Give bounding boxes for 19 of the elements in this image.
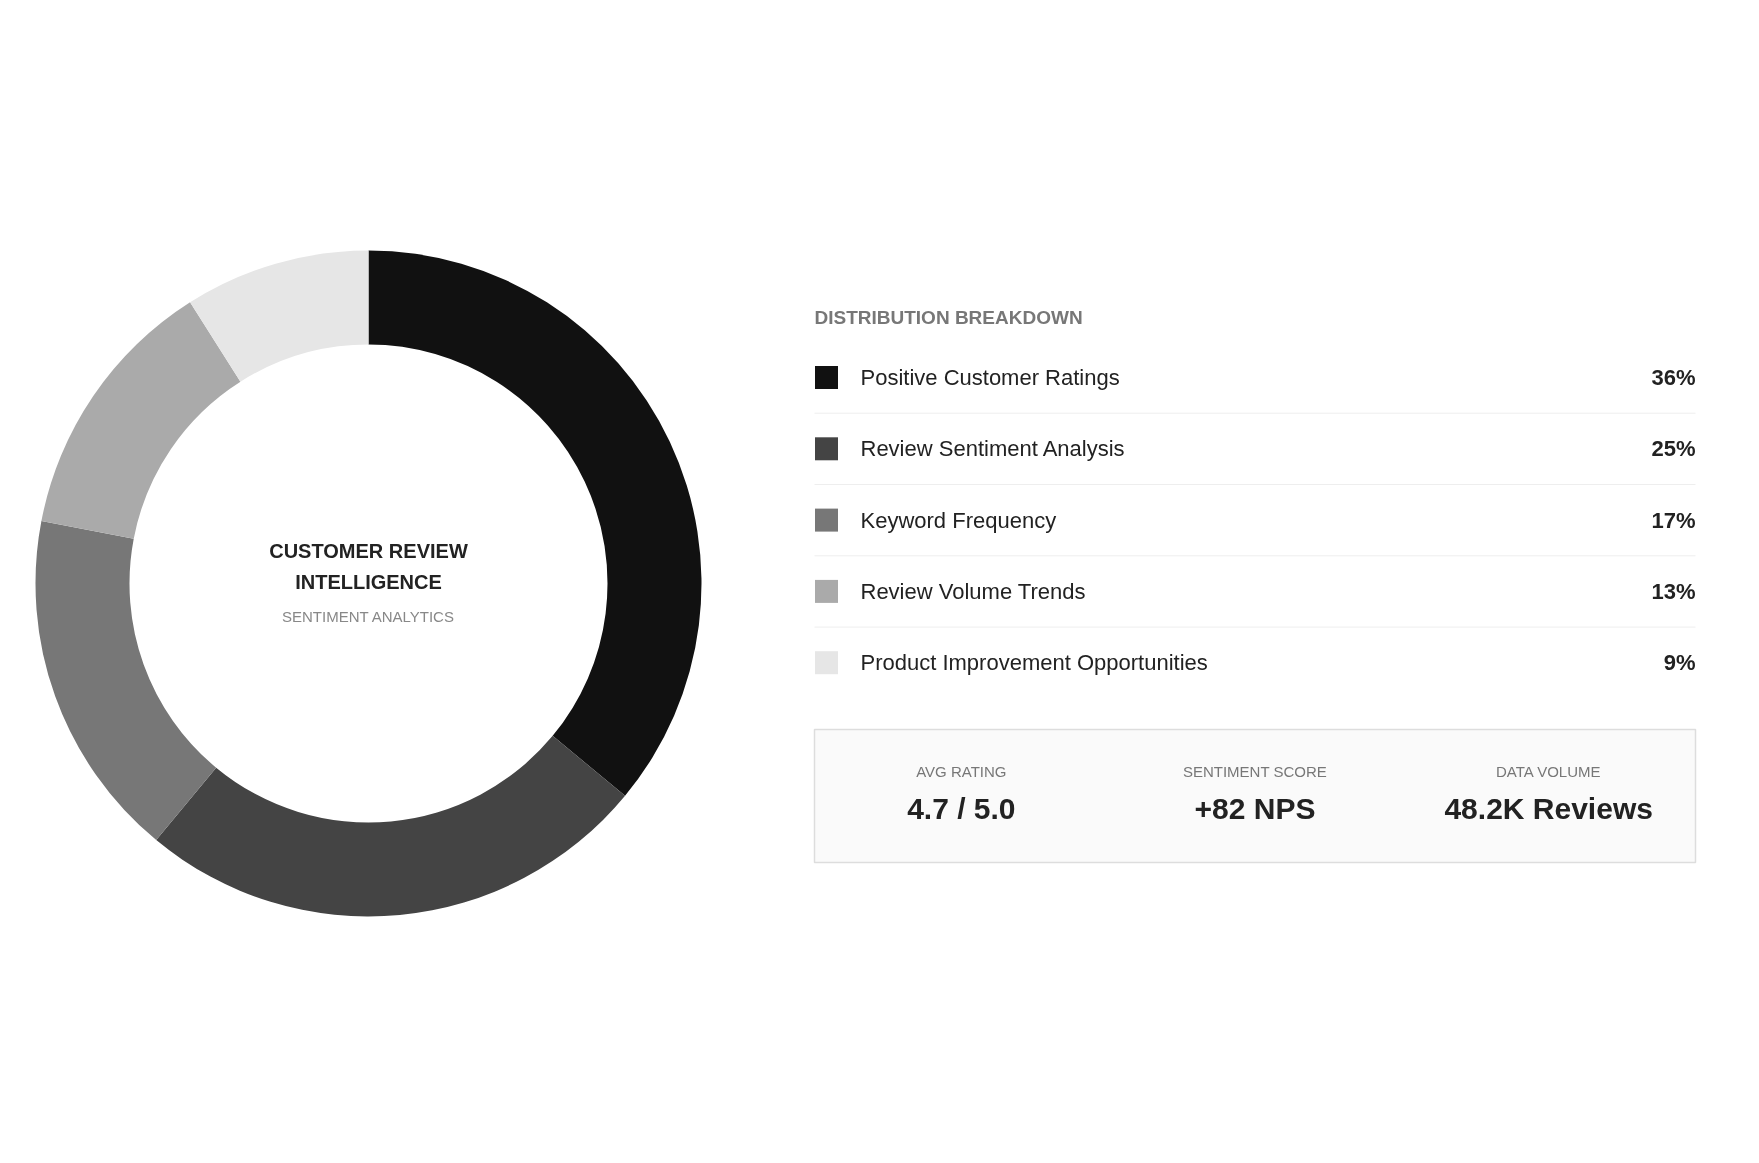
data-label: 36% xyxy=(1651,365,1696,390)
text: +82 NPS xyxy=(1194,792,1316,825)
data-label: 9% xyxy=(1663,650,1696,676)
legend-label: Product Improvement Opportunities xyxy=(860,650,1208,676)
text: SENTIMENT SCORE xyxy=(1182,763,1327,780)
legend-label: Review Sentiment Analysis xyxy=(860,436,1125,462)
text: 48.2K Reviews xyxy=(1444,792,1653,825)
legend-label: Keyword Frequency xyxy=(860,507,1057,533)
text: DATA VOLUME xyxy=(1496,763,1601,780)
data-label: 13% xyxy=(1651,578,1696,604)
legend-label: Positive Customer Ratings xyxy=(860,365,1120,390)
legend-title: DISTRIBUTION BREAKDOWN xyxy=(814,307,1083,328)
text: AVG RATING xyxy=(916,763,1007,780)
text: CUSTOMER REVIEW INTELLIGENCE xyxy=(269,539,468,593)
legend-label: Review Volume Trends xyxy=(860,578,1086,604)
text: 4.7 / 5.0 xyxy=(907,792,1016,825)
data-label: 25% xyxy=(1651,436,1696,462)
data-label: 17% xyxy=(1651,507,1696,533)
text: SENTIMENT ANALYTICS xyxy=(281,608,454,625)
